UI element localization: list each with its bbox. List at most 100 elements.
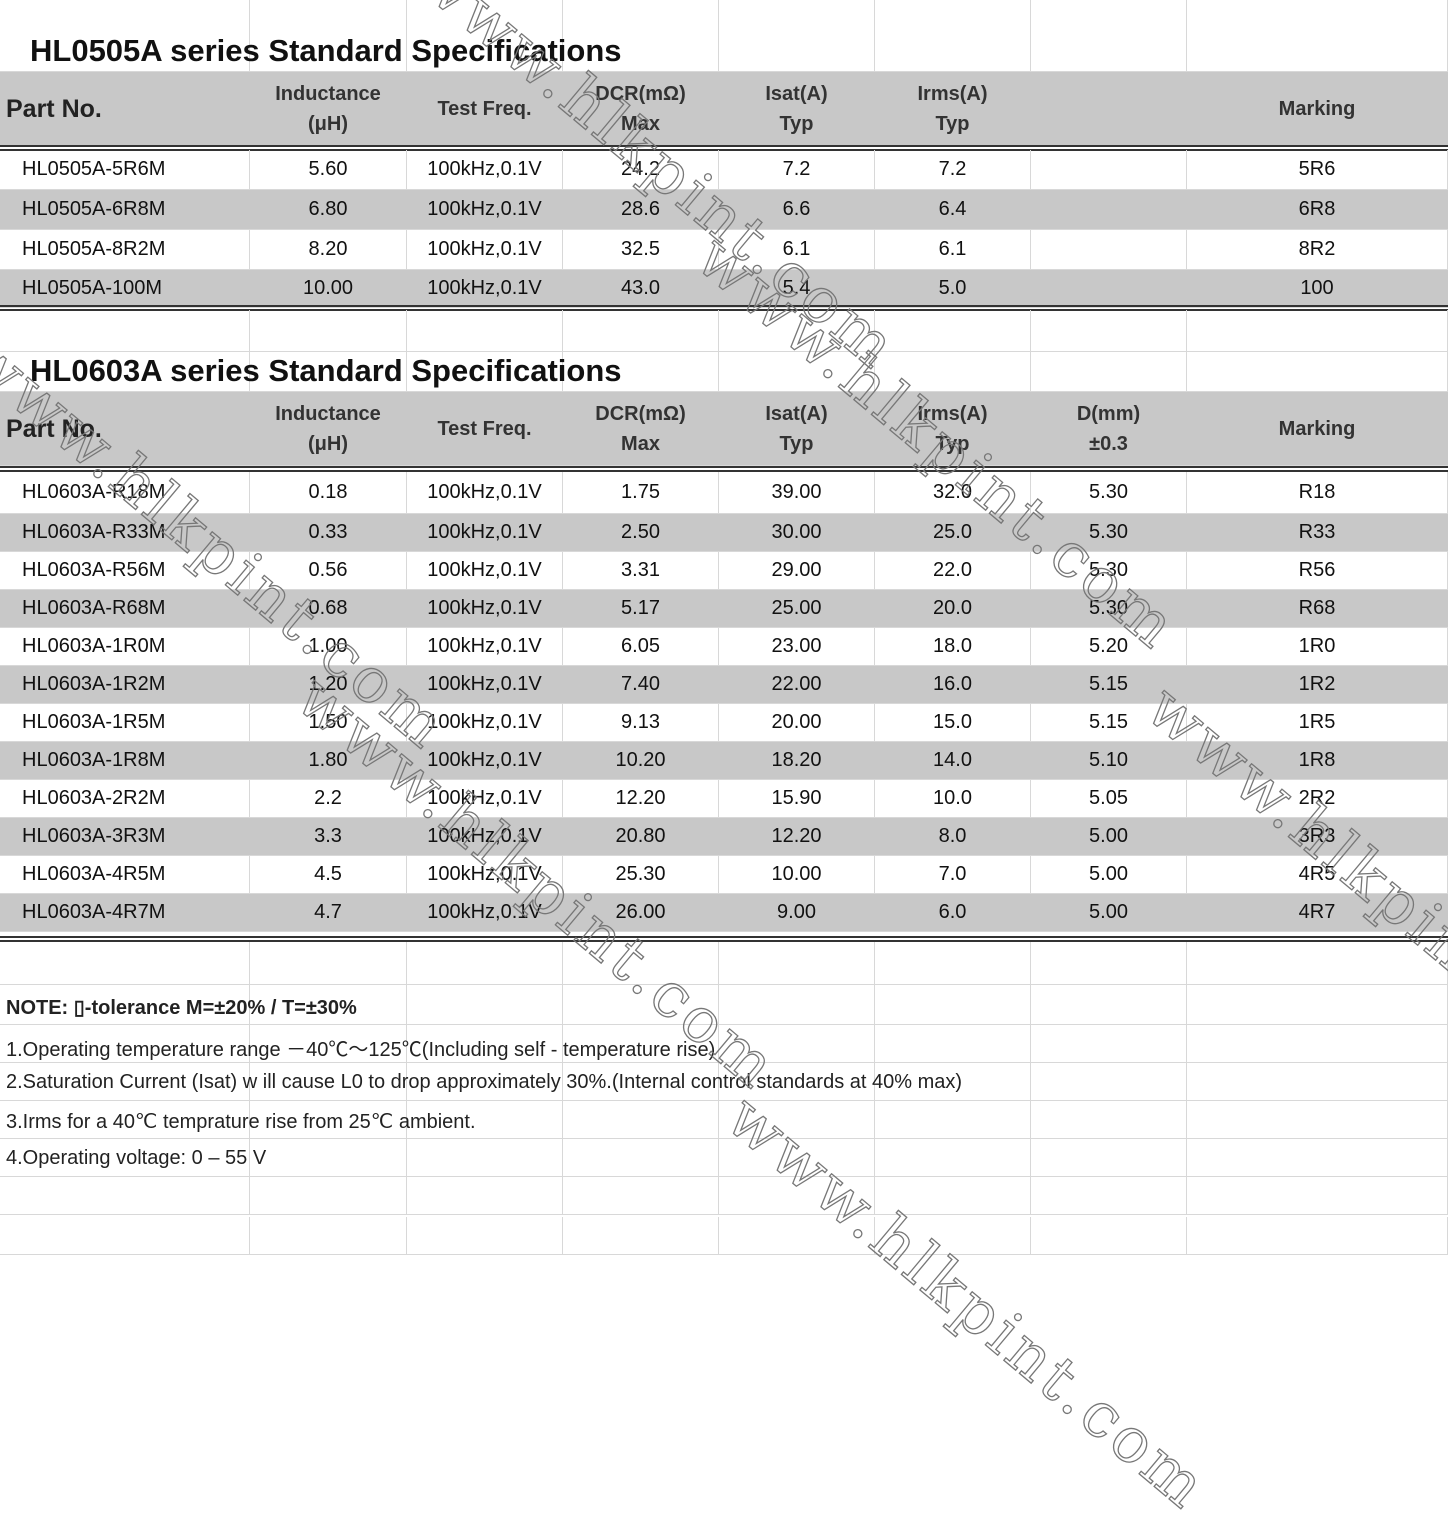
table-cell: HL0603A-1R8M	[0, 742, 250, 779]
note-3: 3.Irms for a 40℃ temprature rise from 25…	[6, 1111, 476, 1133]
table-cell	[875, 1217, 1031, 1254]
table-cell	[0, 1217, 250, 1254]
table-cell: 100kHz,0.1V	[407, 742, 563, 779]
table-cell: 100kHz,0.1V	[407, 514, 563, 551]
table-cell: 5.00	[1031, 894, 1187, 931]
table-cell: HL0505A-100M	[0, 270, 250, 307]
table-cell	[1031, 0, 1187, 71]
column-header: Inductance (μH)	[250, 392, 407, 465]
double-rule	[0, 466, 1448, 472]
table-row: HL0603A-3R3M 3.3 100kHz,0.1V 20.80 12.20 8.0 5…	[0, 818, 1448, 856]
header-text: Typ	[935, 112, 970, 135]
table-cell: 20.80	[563, 818, 719, 855]
table-cell	[719, 1101, 875, 1138]
table-cell: 0.18	[250, 472, 407, 513]
table-cell: 4R7	[1187, 894, 1448, 931]
table-cell: 1R0	[1187, 628, 1448, 665]
table-cell: 25.30	[563, 856, 719, 893]
double-rule	[0, 305, 1448, 311]
table-cell	[563, 352, 719, 391]
table-cell	[875, 1063, 1031, 1100]
table-cell: 0.68	[250, 590, 407, 627]
table-cell: 32.5	[563, 230, 719, 269]
table-row: HL0603A-R68M 0.68 100kHz,0.1V 5.17 25.00 20.0…	[0, 590, 1448, 628]
table-cell	[719, 1025, 875, 1062]
table-row: HL0603A-1R8M 1.80 100kHz,0.1V 10.20 18.20 14.…	[0, 742, 1448, 780]
table-cell: 5.30	[1031, 514, 1187, 551]
table-cell	[250, 310, 407, 351]
table-cell: 100kHz,0.1V	[407, 150, 563, 189]
table-cell: 100kHz,0.1V	[407, 472, 563, 513]
header-text: Marking	[1278, 417, 1356, 440]
table-cell	[1031, 230, 1187, 269]
table-cell	[563, 1063, 719, 1100]
table-cell: 20.00	[719, 704, 875, 741]
table-cell: 5.30	[1031, 472, 1187, 513]
table-cell: 22.0	[875, 552, 1031, 589]
table-cell: 1R5	[1187, 704, 1448, 741]
table-cell	[719, 310, 875, 351]
table-cell	[1031, 1101, 1187, 1138]
table-cell: 6.1	[719, 230, 875, 269]
table-cell	[407, 310, 563, 351]
header-text: Test Freq.	[437, 97, 532, 120]
note-1: 1.Operating temperature range －40℃～125℃(…	[6, 1039, 716, 1061]
table-cell: HL0505A-8R2M	[0, 230, 250, 269]
table-cell: 4R5	[1187, 856, 1448, 893]
table-cell	[875, 942, 1031, 984]
note-row	[0, 1177, 1448, 1215]
table-row: HL0603A-1R5M 1.50 100kHz,0.1V 9.13 20.00 15.0…	[0, 704, 1448, 742]
table-cell: 5R6	[1187, 150, 1448, 189]
table-cell: 8.0	[875, 818, 1031, 855]
table-cell: 5.17	[563, 590, 719, 627]
note-2: 2.Saturation Current (Isat) w ill cause …	[6, 1071, 963, 1093]
table-cell	[719, 352, 875, 391]
table-cell: HL0603A-1R0M	[0, 628, 250, 665]
table-cell: 100kHz,0.1V	[407, 894, 563, 931]
table-cell: 10.00	[250, 270, 407, 307]
table-cell: 6R8	[1187, 190, 1448, 229]
table-cell: 5.0	[875, 270, 1031, 307]
column-header: Marking	[1187, 392, 1448, 465]
table-cell	[719, 1139, 875, 1176]
table-cell: 6.1	[875, 230, 1031, 269]
table-cell	[875, 1101, 1031, 1138]
table-cell	[1187, 1177, 1448, 1214]
table-cell	[1031, 942, 1187, 984]
header-text: Irms(A)	[917, 82, 988, 105]
table-cell: 5.20	[1031, 628, 1187, 665]
table-cell	[407, 0, 563, 71]
column-header: Inductance (μH)	[250, 72, 407, 145]
column-header: Isat(A) Typ	[719, 392, 875, 465]
table-cell	[1031, 150, 1187, 189]
header-text: D(mm)	[1076, 402, 1141, 425]
table-cell	[1031, 190, 1187, 229]
column-header: Irms(A) Typ	[875, 72, 1031, 145]
table-cell	[719, 0, 875, 71]
table-cell	[0, 1063, 250, 1100]
table-cell	[719, 942, 875, 984]
table-cell: 5.05	[1031, 780, 1187, 817]
header-text: DCR(mΩ)	[595, 402, 686, 425]
table-cell: 5.10	[1031, 742, 1187, 779]
table-cell: 1.00	[250, 628, 407, 665]
table-cell: HL0603A-1R5M	[0, 704, 250, 741]
column-header	[1031, 72, 1187, 145]
table-cell: 100kHz,0.1V	[407, 780, 563, 817]
table-cell	[250, 985, 407, 1024]
table-cell: 6.6	[719, 190, 875, 229]
header-text: Typ	[779, 432, 814, 455]
table-cell: HL0603A-2R2M	[0, 780, 250, 817]
table-cell: 6.4	[875, 190, 1031, 229]
column-header: Isat(A) Typ	[719, 72, 875, 145]
table-cell: 3.3	[250, 818, 407, 855]
table-row: HL0603A-1R0M 1.00 100kHz,0.1V 6.05 23.00 18.0…	[0, 628, 1448, 666]
table-cell	[1187, 942, 1448, 984]
table-cell: 22.00	[719, 666, 875, 703]
table-cell: 32.0	[875, 472, 1031, 513]
table-cell: 2.50	[563, 514, 719, 551]
table-cell: R18	[1187, 472, 1448, 513]
table-cell: HL0603A-3R3M	[0, 818, 250, 855]
table-cell: 23.00	[719, 628, 875, 665]
table-cell: 28.6	[563, 190, 719, 229]
